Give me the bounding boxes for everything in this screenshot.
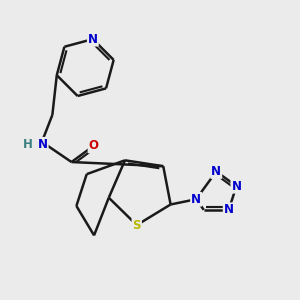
Text: N: N bbox=[224, 203, 234, 216]
Text: N: N bbox=[88, 33, 98, 46]
Text: H: H bbox=[23, 138, 33, 151]
Text: N: N bbox=[191, 193, 201, 206]
Text: N: N bbox=[231, 180, 242, 193]
Text: N: N bbox=[211, 165, 221, 178]
Text: N: N bbox=[38, 138, 48, 151]
Text: O: O bbox=[88, 139, 99, 152]
Text: S: S bbox=[133, 219, 141, 232]
